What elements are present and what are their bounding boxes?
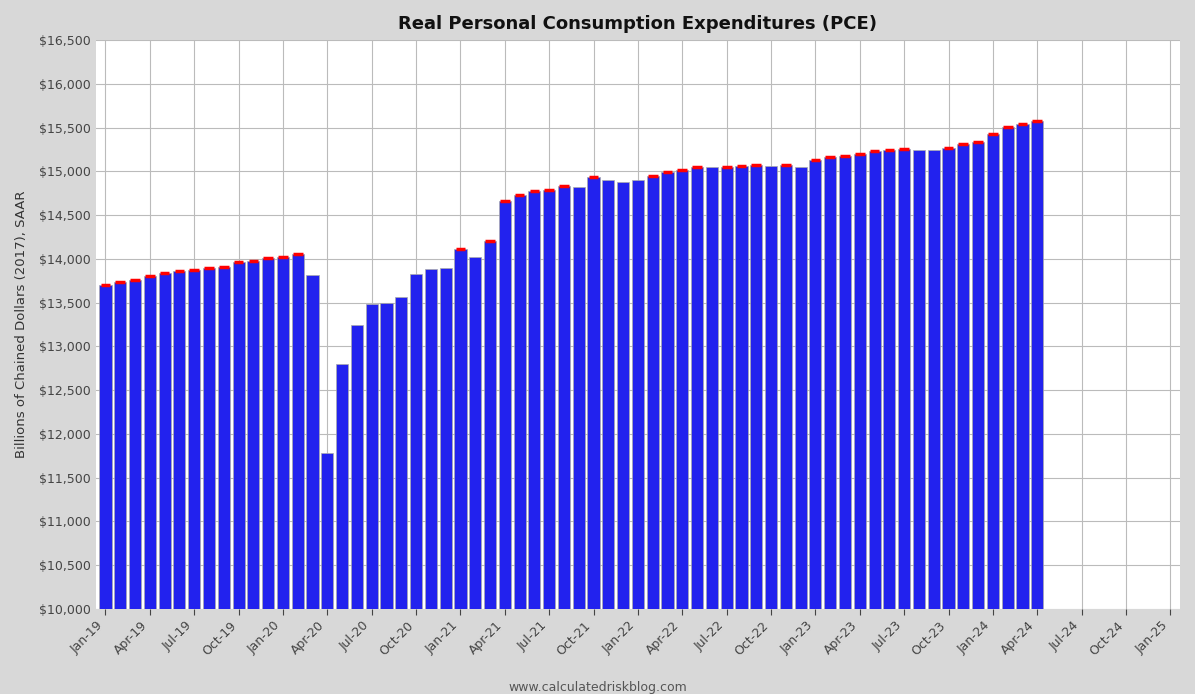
Bar bbox=[927, 151, 939, 609]
Title: Real Personal Consumption Expenditures (PCE): Real Personal Consumption Expenditures (… bbox=[398, 15, 877, 33]
Bar bbox=[159, 273, 171, 609]
Bar bbox=[943, 148, 955, 609]
Y-axis label: Billions of Chained Dollars (2017), SAAR: Billions of Chained Dollars (2017), SAAR bbox=[16, 191, 27, 458]
Bar bbox=[765, 166, 777, 609]
Bar bbox=[957, 144, 969, 609]
Bar bbox=[498, 201, 511, 609]
Bar bbox=[572, 187, 584, 609]
Bar bbox=[129, 280, 141, 609]
Bar bbox=[706, 167, 718, 609]
Bar bbox=[602, 180, 614, 609]
Bar bbox=[869, 151, 881, 609]
Bar bbox=[203, 268, 215, 609]
Bar bbox=[440, 268, 452, 609]
Bar bbox=[454, 249, 466, 609]
Bar bbox=[366, 305, 378, 609]
Bar bbox=[514, 195, 526, 609]
Bar bbox=[780, 164, 792, 609]
Bar bbox=[380, 303, 392, 609]
Bar bbox=[410, 273, 422, 609]
Bar bbox=[233, 262, 245, 609]
Bar bbox=[1017, 124, 1029, 609]
Bar bbox=[839, 155, 851, 609]
Bar bbox=[899, 149, 911, 609]
Bar bbox=[217, 266, 229, 609]
Bar bbox=[632, 180, 644, 609]
Bar bbox=[99, 285, 111, 609]
Bar bbox=[484, 242, 496, 609]
Bar bbox=[115, 282, 127, 609]
Bar bbox=[750, 164, 762, 609]
Bar bbox=[543, 189, 556, 609]
Bar bbox=[306, 275, 319, 609]
Text: www.calculatedriskblog.com: www.calculatedriskblog.com bbox=[508, 681, 687, 693]
Bar bbox=[853, 154, 866, 609]
Bar bbox=[691, 167, 703, 609]
Bar bbox=[617, 182, 630, 609]
Bar bbox=[735, 166, 748, 609]
Bar bbox=[351, 325, 363, 609]
Bar bbox=[424, 269, 437, 609]
Bar bbox=[470, 257, 482, 609]
Bar bbox=[558, 186, 570, 609]
Bar bbox=[528, 192, 540, 609]
Bar bbox=[262, 258, 274, 609]
Bar bbox=[721, 167, 733, 609]
Bar bbox=[795, 167, 807, 609]
Bar bbox=[883, 151, 895, 609]
Bar bbox=[188, 270, 201, 609]
Bar bbox=[825, 157, 836, 609]
Bar bbox=[987, 134, 999, 609]
Bar bbox=[662, 172, 674, 609]
Bar bbox=[676, 170, 688, 609]
Bar bbox=[396, 297, 407, 609]
Bar bbox=[247, 260, 259, 609]
Bar bbox=[972, 142, 985, 609]
Bar bbox=[321, 453, 333, 609]
Bar bbox=[292, 254, 304, 609]
Bar bbox=[1001, 127, 1013, 609]
Bar bbox=[173, 271, 185, 609]
Bar bbox=[336, 364, 348, 609]
Bar bbox=[588, 176, 600, 609]
Bar bbox=[277, 257, 289, 609]
Bar bbox=[809, 160, 821, 609]
Bar bbox=[913, 151, 925, 609]
Bar bbox=[143, 276, 155, 609]
Bar bbox=[646, 176, 658, 609]
Bar bbox=[1031, 121, 1043, 609]
